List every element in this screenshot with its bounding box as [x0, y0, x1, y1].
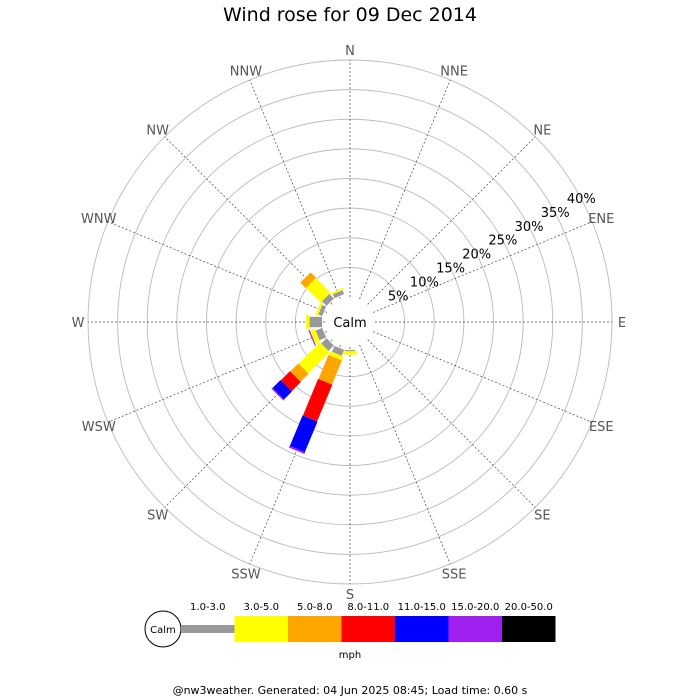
direction-label-n: N: [345, 44, 355, 59]
direction-label-nne: NNE: [440, 65, 468, 80]
grid-spoke: [107, 331, 328, 423]
direction-label-e: E: [618, 316, 626, 331]
grid-spoke: [372, 221, 593, 313]
grid-ring: [206, 178, 494, 466]
legend-bin-label: 1.0-3.0: [190, 602, 225, 613]
legend-bin-label: 3.0-5.0: [244, 602, 279, 613]
wind-bar-sw-2: [290, 363, 309, 382]
direction-label-nnw: NNW: [230, 65, 262, 80]
grid-ring: [265, 237, 435, 407]
grid-spoke: [107, 221, 328, 313]
legend-calm-label: Calm: [150, 625, 176, 636]
wind-bar-ssw-0: [331, 345, 345, 356]
direction-label-nw: NW: [146, 124, 169, 139]
percent-label: 35%: [541, 206, 570, 221]
legend-swatch-5: [448, 616, 502, 642]
wind-bar-ssw-2: [318, 354, 342, 385]
legend-swatch-2: [288, 616, 342, 642]
legend-swatch-4: [395, 616, 449, 642]
wind-bar-s-0: [344, 350, 356, 352]
wind-bar-sw-0: [321, 338, 334, 351]
legend-bin-label: 5.0-8.0: [297, 602, 332, 613]
legend-swatch-6: [502, 616, 556, 642]
percent-labels: 5%10%15%20%25%30%35%40%: [388, 192, 596, 304]
grid-spoke: [164, 136, 333, 305]
percent-label: 30%: [515, 220, 544, 235]
wind-bar-w-1: [306, 315, 310, 329]
grid-spoke: [359, 79, 451, 300]
direction-label-wsw: WSW: [82, 420, 116, 435]
percent-label: 15%: [436, 262, 465, 277]
direction-label-s: S: [346, 588, 354, 603]
direction-label-ne: NE: [533, 124, 551, 139]
wind-bar-nw-0: [321, 293, 334, 306]
direction-label-se: SE: [534, 508, 550, 523]
grid-spoke: [367, 339, 536, 508]
percent-label: 40%: [567, 192, 596, 207]
wind-bar-wsw-0: [315, 327, 327, 341]
wind-bar-s-1: [343, 351, 357, 355]
wind-bar-nw-2: [300, 272, 317, 289]
grid-spoke: [359, 344, 451, 565]
legend-bin-label: 8.0-11.0: [347, 602, 389, 613]
direction-label-ene: ENE: [588, 212, 614, 227]
wind-bar-ssw-1: [328, 351, 344, 361]
legend-swatch-0: [181, 625, 235, 633]
chart-grid: [87, 59, 613, 585]
wind-bar-nnw-0: [332, 290, 345, 299]
wind-bar-wsw-1: [309, 329, 321, 344]
wind-bar-wnw-0: [318, 304, 327, 317]
legend-swatch-3: [341, 616, 395, 642]
grid-spoke: [372, 331, 593, 423]
wind-bar-wsw-5: [308, 329, 316, 346]
calm-circle: Calm: [326, 298, 374, 346]
footer-credit: @nw3weather. Generated: 04 Jun 2025 08:4…: [172, 684, 528, 697]
percent-label: 25%: [488, 234, 517, 249]
direction-label-sse: SSE: [442, 567, 467, 582]
grid-spoke: [164, 339, 333, 508]
wind-bar-w-0: [309, 316, 322, 328]
percent-label: 20%: [462, 248, 491, 263]
calm-label: Calm: [333, 316, 366, 331]
legend-bin-label: 15.0-20.0: [451, 602, 499, 613]
legend-bin-label: 11.0-15.0: [398, 602, 446, 613]
wind-bar-sw-3: [280, 371, 301, 392]
direction-label-ssw: SSW: [231, 567, 261, 582]
chart-bars: [271, 272, 357, 455]
percent-label: 10%: [410, 275, 439, 290]
wind-bar-nw-1: [306, 278, 331, 303]
percent-label: 5%: [388, 289, 409, 304]
grid-spoke: [367, 136, 536, 305]
direction-label-sw: SW: [147, 508, 168, 523]
legend-unit-label: mph: [339, 650, 361, 661]
wind-bar-ssw-4: [289, 415, 318, 453]
direction-label-wnw: WNW: [81, 212, 117, 227]
wind-bar-sw-1: [298, 342, 330, 374]
grid-spoke: [249, 79, 341, 300]
wind-bar-ssw-5: [288, 445, 306, 455]
legend-bin-label: 20.0-50.0: [505, 602, 553, 613]
legend-swatch-1: [234, 616, 288, 642]
grid-ring: [117, 89, 583, 555]
direction-labels: N NNE NE ENE E ESE SE SSE S SSW SW WSW W WNW NW NNW: [72, 44, 627, 603]
wind-bar-sw-5: [271, 387, 285, 401]
wind-bar-nnw-1: [330, 288, 345, 295]
wind-bar-wnw-1: [315, 302, 323, 317]
speed-legend: Calm 1.0-3.0 3.0-5.0 5.0-8.0 8.0-11.0 11.0-15…: [144, 602, 556, 661]
wind-bar-sw-4: [272, 380, 292, 400]
chart-title: Wind rose for 09 Dec 2014: [223, 4, 477, 26]
grid-spoke: [249, 344, 341, 565]
direction-label-ese: ESE: [589, 420, 614, 435]
wind-bar-ssw-3: [302, 378, 333, 422]
direction-label-w: W: [72, 316, 85, 331]
